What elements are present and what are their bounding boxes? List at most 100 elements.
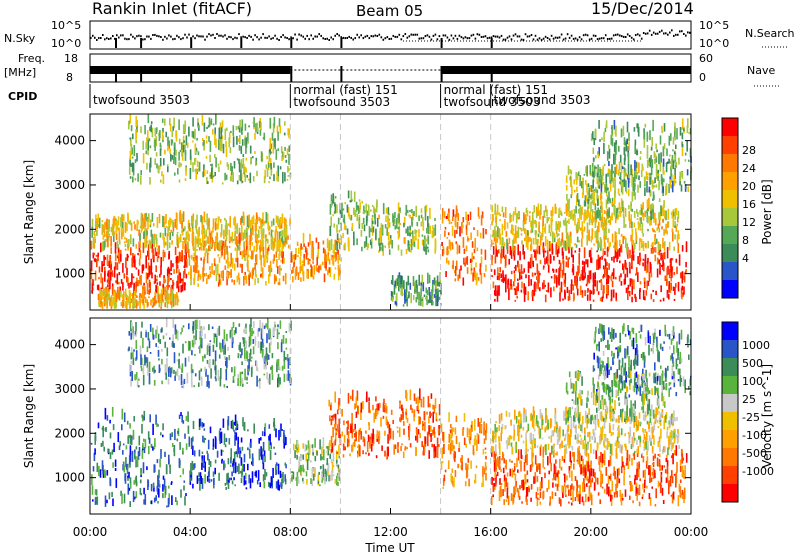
heatmap-cell <box>456 243 459 255</box>
heatmap-cell <box>268 274 270 284</box>
heatmap-cell <box>643 139 646 148</box>
heatmap-cell <box>122 303 125 307</box>
noise-point <box>536 38 539 41</box>
heatmap-cell <box>103 255 105 266</box>
heatmap-cell <box>208 136 210 142</box>
heatmap-cell <box>645 290 648 296</box>
cpid-text: normal (fast) 151 <box>293 83 397 97</box>
noise-point <box>268 35 270 38</box>
heatmap-cell <box>128 167 131 175</box>
heatmap-cell <box>351 389 354 401</box>
heatmap-cell <box>674 286 676 295</box>
heatmap-cell <box>663 143 666 150</box>
heatmap-cell <box>512 213 515 222</box>
heatmap-cell <box>614 166 616 178</box>
heatmap-cell <box>627 178 630 188</box>
heatmap-cell <box>447 232 450 236</box>
heatmap-cell <box>143 231 145 239</box>
heatmap-cell <box>97 223 99 228</box>
heatmap-cell <box>332 255 334 258</box>
heatmap-cell <box>149 163 151 173</box>
heatmap-cell <box>614 192 616 205</box>
heatmap-cell <box>671 180 674 193</box>
heatmap-cell <box>576 288 579 296</box>
heatmap-cell <box>328 267 331 273</box>
heatmap-cell <box>523 251 526 260</box>
heatmap-cell <box>647 262 649 273</box>
heatmap-cell <box>288 153 290 165</box>
heatmap-cell <box>266 260 268 263</box>
heatmap-cell <box>105 297 107 303</box>
heatmap-cell <box>216 450 219 458</box>
heatmap-cell <box>399 223 401 225</box>
heatmap-cell <box>398 278 400 288</box>
heatmap-cell <box>255 220 258 232</box>
heatmap-cell <box>232 465 235 473</box>
heatmap-cell <box>561 275 564 279</box>
noise-point <box>392 34 395 37</box>
heatmap-cell <box>135 456 137 468</box>
heatmap-cell <box>650 244 653 247</box>
heatmap-cell <box>405 411 407 416</box>
heatmap-cell <box>113 292 116 301</box>
heatmap-cell <box>118 445 121 451</box>
heatmap-cell <box>169 217 171 227</box>
heatmap-cell <box>279 217 282 226</box>
heatmap-cell <box>628 290 630 294</box>
heatmap-cell <box>191 215 193 227</box>
noise-point <box>242 35 244 38</box>
noise-point <box>532 38 535 41</box>
heatmap-cell <box>590 492 592 500</box>
heatmap-cell <box>129 157 131 167</box>
heatmap-cell <box>650 166 653 175</box>
heatmap-cell <box>324 257 326 269</box>
heatmap-cell <box>194 128 196 140</box>
heatmap-cell <box>565 185 568 191</box>
heatmap-cell <box>143 438 145 442</box>
heatmap-cell <box>106 470 109 476</box>
heatmap-cell <box>199 238 202 246</box>
heatmap-cell <box>602 165 604 176</box>
heatmap-cell <box>577 208 580 214</box>
heatmap-cell <box>530 220 533 231</box>
heatmap-cell <box>516 457 518 467</box>
heatmap-cell <box>675 225 678 232</box>
noise-point <box>576 38 579 41</box>
heatmap-cell <box>247 463 249 471</box>
heatmap-cell <box>261 223 263 228</box>
heatmap-cell <box>533 293 536 297</box>
heatmap-cell <box>185 273 188 279</box>
noise-point <box>642 32 645 34</box>
heatmap-cell <box>174 156 177 166</box>
heatmap-cell <box>177 430 179 434</box>
heatmap-cell <box>114 252 117 262</box>
heatmap-cell <box>227 271 229 280</box>
heatmap-cell <box>579 180 581 183</box>
heatmap-cell <box>611 170 613 182</box>
heatmap-cell <box>656 149 658 153</box>
heatmap-cell <box>244 123 247 131</box>
heatmap-cell <box>527 239 529 250</box>
heatmap-cell <box>375 396 377 402</box>
heatmap-cell <box>543 265 545 268</box>
heatmap-cell <box>222 143 225 154</box>
heatmap-cell <box>448 219 451 225</box>
heatmap-cell <box>499 478 501 485</box>
heatmap-cell <box>504 219 506 231</box>
heatmap-cell <box>300 243 302 250</box>
heatmap-cell <box>93 452 96 462</box>
heatmap-cell <box>194 169 197 172</box>
heatmap-cell <box>143 447 146 454</box>
heatmap-cell <box>188 255 191 266</box>
heatmap-cell <box>265 249 267 260</box>
heatmap-cell <box>234 434 236 446</box>
heatmap-cell <box>574 214 576 226</box>
heatmap-cell <box>101 220 104 223</box>
heatmap-cell <box>201 227 204 232</box>
noise-point <box>114 37 116 40</box>
heatmap-cell <box>560 238 563 246</box>
heatmap-cell <box>391 297 394 302</box>
heatmap-cell <box>318 471 320 475</box>
heatmap-cell <box>633 279 635 290</box>
heatmap-cell <box>357 406 359 415</box>
